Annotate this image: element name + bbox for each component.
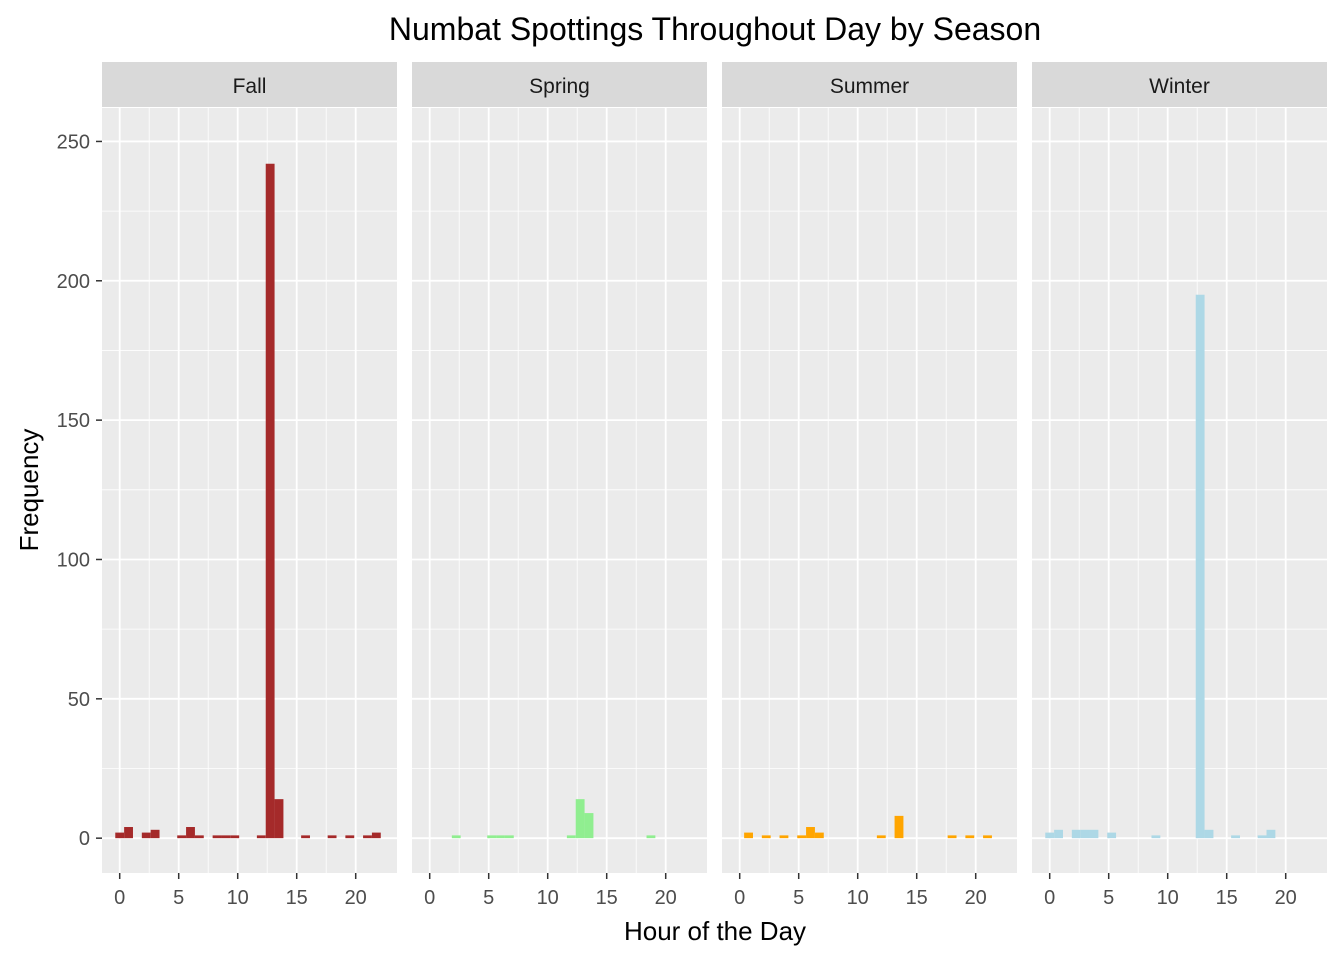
histogram-bar <box>230 835 240 839</box>
x-tick-label: 5 <box>793 887 804 909</box>
histogram-bar <box>1204 829 1214 839</box>
histogram-bar <box>504 835 514 839</box>
y-tick-label: 0 <box>79 828 90 850</box>
histogram-bar <box>496 835 505 839</box>
histogram-bar <box>566 835 576 839</box>
x-tick-label: 5 <box>483 887 494 909</box>
facet-strip <box>102 62 397 107</box>
histogram-bar <box>947 835 957 839</box>
histogram-bar <box>301 835 310 839</box>
facet-panel-spring: Spring 0 5 10 15 20 <box>412 62 707 909</box>
histogram-bar <box>150 829 160 839</box>
histogram-bar <box>894 815 904 839</box>
histogram-bar <box>646 835 656 839</box>
histogram-bar <box>1195 294 1205 839</box>
y-tick-label: 200 <box>57 271 90 293</box>
histogram-bar <box>575 799 585 839</box>
x-tick-label: 10 <box>537 887 559 909</box>
histogram-bar <box>584 813 594 839</box>
x-tick-label: 5 <box>173 887 184 909</box>
facet-strip-label: Summer <box>830 75 909 98</box>
histogram-bar <box>779 835 789 839</box>
x-tick-label: 20 <box>655 887 677 909</box>
histogram-bar <box>814 832 824 839</box>
histogram-bar <box>1266 829 1276 839</box>
histogram-bar <box>983 835 992 839</box>
facet-panel-fall: Fall 0 5 10 15 20 <box>102 62 397 909</box>
histogram-bar <box>1107 832 1117 839</box>
x-tick-label: 15 <box>1216 887 1238 909</box>
histogram-bar <box>806 827 815 839</box>
x-tick-label: 15 <box>906 887 928 909</box>
y-tick-label: 150 <box>57 410 90 432</box>
histogram-bar <box>194 835 204 839</box>
histogram-bar <box>371 832 381 839</box>
histogram-bar <box>1045 832 1055 839</box>
panel-background <box>722 108 1017 873</box>
histogram-bar <box>115 832 125 839</box>
histogram-bar <box>256 835 266 839</box>
histogram-bar <box>1257 835 1267 839</box>
histogram-bar <box>1080 829 1090 839</box>
x-tick-label: 0 <box>734 887 745 909</box>
histogram-bar <box>327 835 337 839</box>
histogram-bar <box>186 827 195 839</box>
y-tick-label: 50 <box>68 689 90 711</box>
histogram-bar <box>451 835 461 839</box>
facet-strip-label: Fall <box>233 75 267 98</box>
x-tick-label: 0 <box>114 887 125 909</box>
y-tick-label: 100 <box>57 549 90 571</box>
x-tick-label: 10 <box>1157 887 1179 909</box>
histogram-bar <box>221 835 231 839</box>
histogram-bar <box>1231 835 1240 839</box>
x-tick-label: 15 <box>596 887 618 909</box>
histogram-bar <box>177 835 187 839</box>
x-tick-label: 20 <box>965 887 987 909</box>
x-tick-label: 10 <box>847 887 869 909</box>
histogram-bar <box>345 835 355 839</box>
x-tick-label: 15 <box>286 887 308 909</box>
panel-background <box>1032 108 1327 873</box>
histogram-bar <box>487 835 497 839</box>
facet-strip <box>412 62 707 107</box>
facet-strip <box>1032 62 1327 107</box>
facet-strip-label: Winter <box>1149 75 1210 98</box>
histogram-bar <box>876 835 886 839</box>
x-tick-label: 0 <box>1044 887 1055 909</box>
histogram-bar <box>265 163 275 839</box>
y-axis-label: Frequency <box>14 429 44 552</box>
facet-strip-label: Spring <box>529 75 590 98</box>
x-tick-label: 5 <box>1103 887 1114 909</box>
histogram-bar <box>274 799 284 839</box>
panel-background <box>412 108 707 873</box>
x-tick-label: 10 <box>227 887 249 909</box>
chart-title: Numbat Spottings Throughout Day by Seaso… <box>389 11 1041 47</box>
facet-panel-winter: Winter 0 5 10 15 20 <box>1032 62 1327 909</box>
x-tick-label: 20 <box>345 887 367 909</box>
histogram-bar <box>1054 829 1063 839</box>
x-axis-label: Hour of the Day <box>624 916 806 946</box>
histogram-bar <box>797 835 807 839</box>
histogram-bar <box>141 832 151 839</box>
panel-background <box>102 108 397 873</box>
facet-panel-summer: Summer 0 5 10 15 20 <box>722 62 1017 909</box>
x-tick-label: 20 <box>1275 887 1297 909</box>
histogram-bar <box>1151 835 1161 839</box>
histogram-bar <box>761 835 771 839</box>
histogram-bar <box>212 835 222 839</box>
histogram-bar <box>965 835 975 839</box>
histogram-bar <box>1089 829 1099 839</box>
histogram-bar <box>363 835 372 839</box>
facet-strip <box>722 62 1017 107</box>
histogram-bar <box>1071 829 1081 839</box>
y-tick-label: 250 <box>57 131 90 153</box>
histogram-bar <box>744 832 753 839</box>
x-tick-label: 0 <box>424 887 435 909</box>
histogram-bar <box>124 827 133 839</box>
